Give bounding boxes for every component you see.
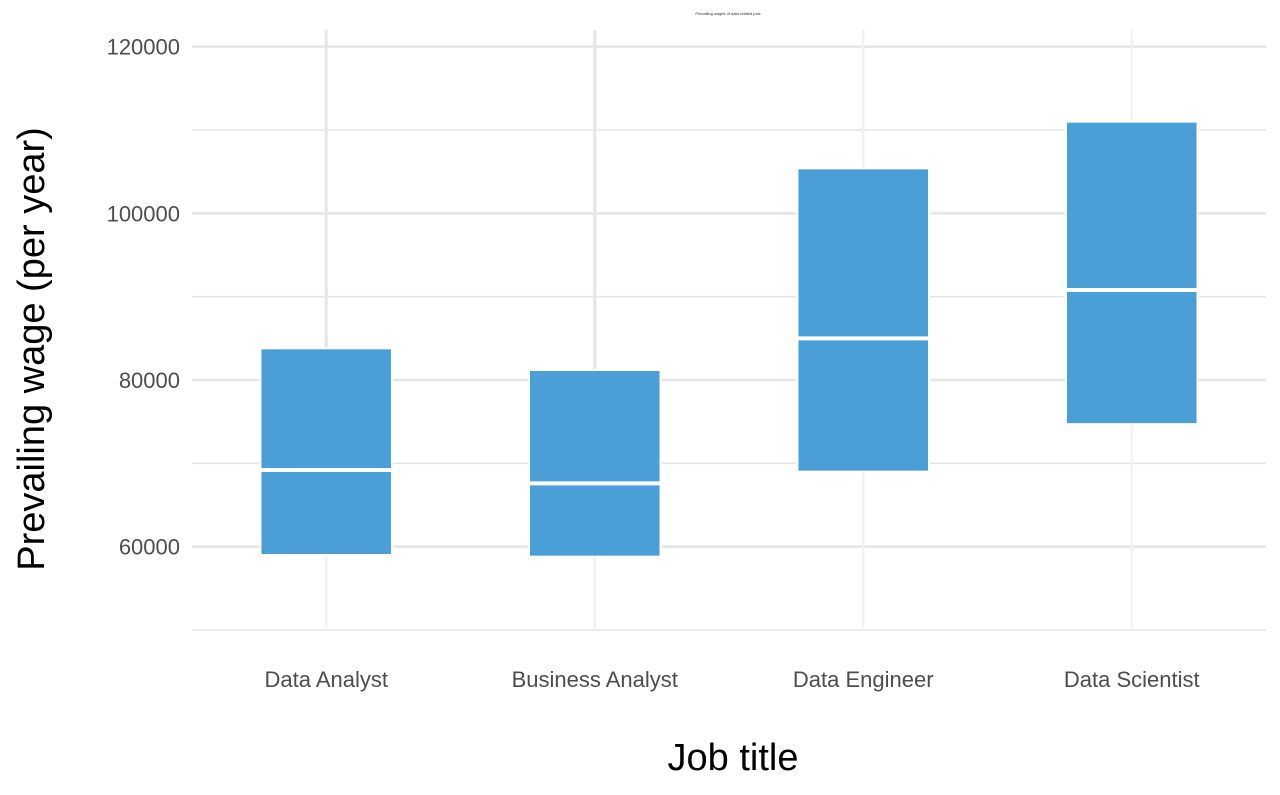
x-tick-label: Data Scientist	[1064, 667, 1200, 692]
box	[527, 369, 662, 558]
y-axis-title: Prevailing wage (per year)	[11, 127, 53, 571]
box	[796, 167, 931, 473]
x-tick-label: Data Engineer	[793, 667, 934, 692]
y-tick-label: 100000	[107, 201, 180, 226]
tick-layer: 60000 80000 100000 120000 Data Analyst Busine…	[107, 35, 1200, 692]
box	[259, 347, 394, 557]
y-tick-label: 60000	[119, 535, 180, 560]
x-tick-label: Business Analyst	[512, 667, 678, 692]
y-tick-label: 120000	[107, 35, 180, 60]
x-axis-title: Job title	[668, 737, 799, 779]
y-tick-label: 80000	[119, 368, 180, 393]
whisker-layer	[324, 30, 597, 370]
x-tick-label: Data Analyst	[264, 667, 388, 692]
box-layer	[259, 120, 1199, 558]
box	[1064, 120, 1199, 426]
chart-title: Prevailing wages of data related jobs	[695, 11, 760, 16]
